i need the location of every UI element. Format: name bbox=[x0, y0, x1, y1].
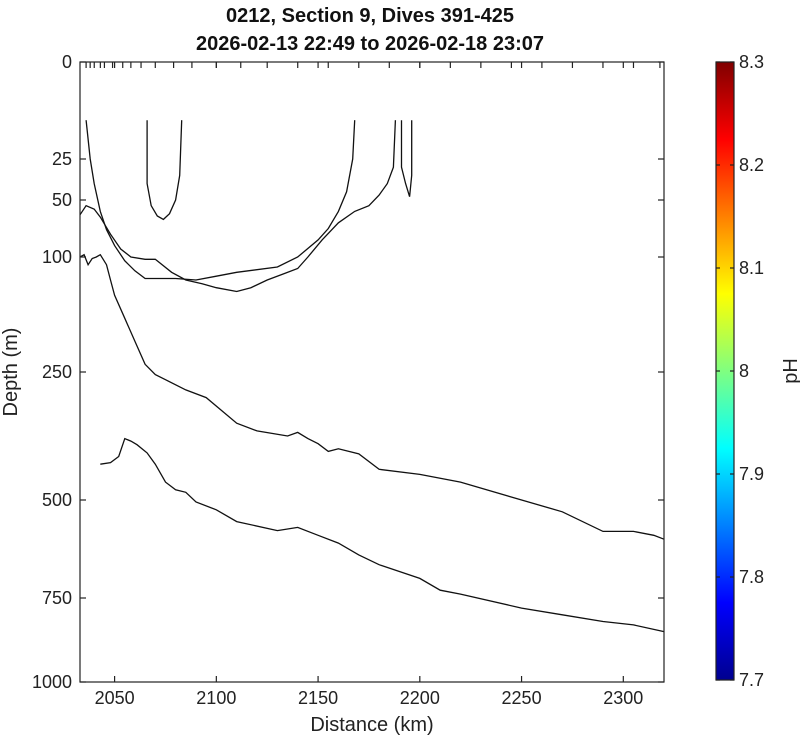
x-tick-label-2050: 2050 bbox=[95, 688, 135, 708]
y-tick-label-100: 100 bbox=[42, 247, 72, 267]
chart-title-line-2: 2026-02-13 22:49 to 2026-02-18 23:07 bbox=[196, 33, 544, 55]
y-tick-label-25: 25 bbox=[52, 149, 72, 169]
colorbar-tick-label-8: 8 bbox=[739, 361, 749, 381]
colorbar-tick-label-7.9: 7.9 bbox=[739, 464, 764, 484]
contour-line-6 bbox=[100, 437, 665, 633]
colorbar-tick-label-8.3: 8.3 bbox=[739, 52, 764, 72]
plot-frame bbox=[79, 61, 665, 683]
y-tick-label-1000: 1000 bbox=[32, 672, 72, 692]
contour-line-5 bbox=[79, 253, 665, 540]
contour-line-4 bbox=[400, 120, 413, 197]
contour-lines bbox=[79, 120, 665, 633]
contour-line-2 bbox=[85, 120, 356, 281]
dive-marks bbox=[85, 62, 661, 68]
colorbar-ticks: 8.3 8.2 8.1 8 7.9 7.8 7.7 bbox=[716, 52, 764, 690]
colorbar: 8.3 8.2 8.1 8 7.9 7.8 7.7 bbox=[715, 52, 764, 690]
x-tick-label-2300: 2300 bbox=[603, 688, 643, 708]
y-tick-label-0: 0 bbox=[62, 52, 72, 72]
x-tick-label-2200: 2200 bbox=[400, 688, 440, 708]
y-tick-label-250: 250 bbox=[42, 362, 72, 382]
y-tick-label-750: 750 bbox=[42, 588, 72, 608]
x-tick-label-2150: 2150 bbox=[298, 688, 338, 708]
x-tick-label-2100: 2100 bbox=[196, 688, 236, 708]
colorbar-tick-label-7.8: 7.8 bbox=[739, 567, 764, 587]
plot-area bbox=[79, 61, 665, 683]
y-tick-labels: 0 25 50 100 250 500 750 1000 bbox=[32, 52, 72, 692]
y-axis-label: Depth (m) bbox=[0, 328, 22, 417]
y-tick-label-50: 50 bbox=[52, 190, 72, 210]
contour-line-3 bbox=[79, 120, 397, 293]
colorbar-gradient bbox=[716, 62, 734, 680]
contour-line-1 bbox=[146, 120, 183, 221]
colorbar-tick-label-8.1: 8.1 bbox=[739, 258, 764, 278]
x-tick-label-2250: 2250 bbox=[502, 688, 542, 708]
axis-ticks bbox=[80, 61, 664, 683]
colorbar-tick-label-7.7: 7.7 bbox=[739, 670, 764, 690]
chart-title-line-1: 0212, Section 9, Dives 391-425 bbox=[226, 5, 514, 27]
colorbar-tick-label-8.2: 8.2 bbox=[739, 155, 764, 175]
x-axis-label: Distance (km) bbox=[310, 714, 433, 736]
y-tick-label-500: 500 bbox=[42, 490, 72, 510]
x-tick-labels: 2050 2100 2150 2200 2250 2300 bbox=[95, 688, 644, 708]
colorbar-label: pH bbox=[780, 358, 800, 384]
